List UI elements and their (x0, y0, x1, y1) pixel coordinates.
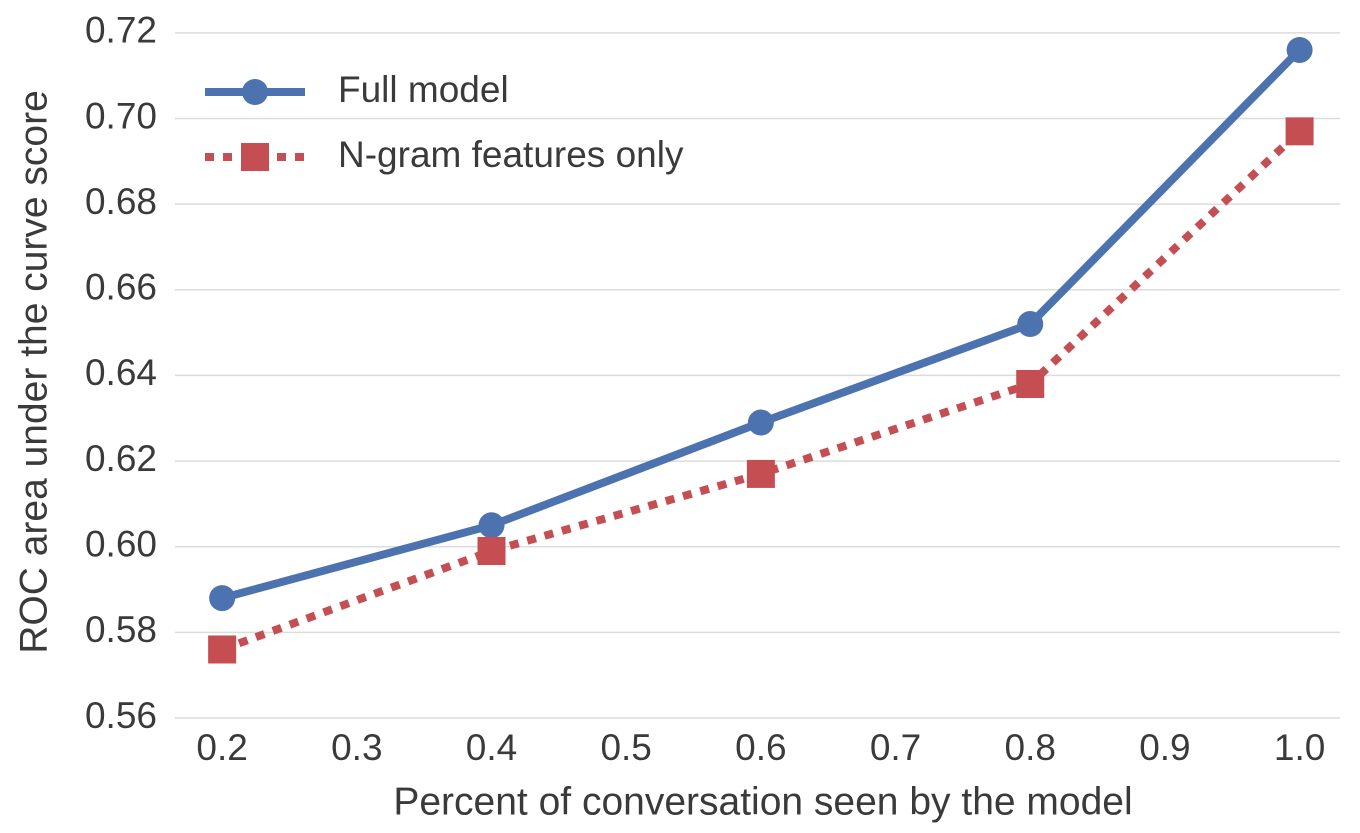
y-tick-label: 0.58 (85, 609, 157, 650)
y-tick-label: 0.60 (85, 523, 157, 564)
x-tick-label: 0.8 (1005, 727, 1056, 768)
data-point (209, 585, 236, 612)
data-point (208, 635, 237, 664)
data-point (1017, 311, 1044, 338)
series-line (221, 47, 1303, 602)
x-tick-label: 0.2 (196, 727, 247, 768)
data-point (1285, 117, 1314, 146)
y-axis-label: ROC area under the curve score (12, 90, 55, 654)
y-tick-label: 0.70 (85, 95, 157, 136)
data-point (478, 512, 505, 539)
legend-label: Full model (338, 69, 509, 110)
y-tick-label: 0.64 (85, 352, 157, 393)
legend-label: N-gram features only (338, 134, 684, 175)
y-tick-label: 0.56 (85, 695, 157, 736)
x-tick-label: 0.3 (331, 727, 382, 768)
x-tick-label: 1.0 (1274, 727, 1325, 768)
data-point (1016, 369, 1045, 398)
y-tick-label: 0.72 (85, 10, 157, 51)
x-tick-label: 0.6 (735, 727, 786, 768)
x-axis-label: Percent of conversation seen by the mode… (393, 780, 1132, 823)
x-tick-label: 0.9 (1139, 727, 1190, 768)
data-point (746, 459, 775, 488)
y-tick-label: 0.66 (85, 267, 157, 308)
y-tick-label: 0.68 (85, 181, 157, 222)
x-tick-label: 0.5 (600, 727, 651, 768)
y-tick-label: 0.62 (85, 438, 157, 479)
data-point (1286, 36, 1313, 63)
x-tick-label: 0.7 (870, 727, 921, 768)
data-point (477, 536, 506, 565)
x-tick-label: 0.4 (466, 727, 517, 768)
legend-marker (241, 143, 269, 171)
legend-marker (242, 79, 268, 105)
data-point (747, 409, 774, 436)
